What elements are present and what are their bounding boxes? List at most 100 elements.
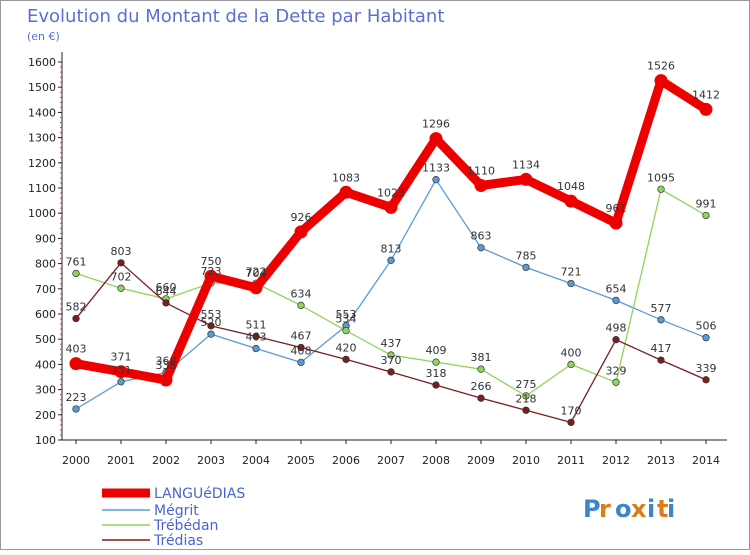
data-label: 553: [336, 308, 357, 321]
data-label: 420: [336, 341, 357, 354]
data-point: [432, 358, 440, 366]
data-label: 170: [561, 404, 582, 417]
data-label: 553: [201, 308, 222, 321]
data-label: 721: [561, 266, 582, 279]
data-label: 331: [111, 364, 132, 377]
data-label: 1412: [692, 88, 720, 101]
data-point: [702, 334, 710, 342]
series-trédias: [72, 259, 710, 427]
legend-label: Mégrit: [154, 503, 199, 519]
data-label: 1023: [377, 186, 405, 199]
data-label: 275: [516, 378, 537, 391]
data-point: [69, 357, 83, 371]
data-point: [72, 269, 80, 278]
data-point: [702, 211, 710, 220]
data-label: 266: [471, 380, 492, 393]
x-tick-label: 2012: [602, 454, 630, 467]
y-tick-label: 1500: [28, 81, 56, 94]
data-label: 511: [246, 318, 267, 331]
data-label: 723: [201, 265, 222, 278]
data-label: 1048: [557, 180, 585, 193]
x-tick-label: 2010: [512, 454, 540, 467]
y-tick-label: 200: [35, 409, 56, 422]
data-label: 339: [696, 362, 717, 375]
y-tick-label: 1000: [28, 207, 56, 220]
x-tick-label: 2014: [692, 454, 720, 467]
data-point: [117, 259, 125, 267]
data-label: 467: [291, 330, 312, 343]
data-point: [117, 284, 125, 292]
data-label: 223: [66, 391, 87, 404]
data-label: 329: [606, 364, 627, 377]
y-tick-label: 1100: [28, 182, 56, 195]
data-point: [657, 185, 665, 193]
logo-letter: x: [631, 495, 647, 523]
y-tick-label: 500: [35, 333, 56, 346]
data-label: 381: [471, 351, 492, 364]
logo-letter: i: [667, 495, 675, 523]
y-tick-label: 1600: [28, 56, 56, 69]
y-tick-label: 300: [35, 384, 56, 397]
data-label: 961: [606, 202, 627, 215]
data-label: 370: [381, 354, 402, 367]
data-point: [612, 336, 620, 344]
data-point: [159, 373, 173, 387]
y-tick-label: 1200: [28, 157, 56, 170]
data-label: 403: [66, 343, 87, 356]
data-labels: 403 371 338 750 704 926 1083 1023 1296 1110 1134 10…: [66, 60, 721, 418]
data-point: [297, 343, 305, 352]
logo-letter: r: [599, 495, 611, 523]
data-label: 634: [291, 287, 312, 300]
data-label: 534: [336, 313, 357, 326]
logo-letter: P: [583, 495, 601, 523]
logo-letter: t: [657, 495, 668, 523]
data-point: [207, 330, 215, 338]
x-tick-label: 2007: [377, 454, 405, 467]
chart-subtitle: (en €): [27, 30, 60, 43]
data-point: [297, 358, 305, 367]
x-tick-label: 2001: [107, 454, 135, 467]
data-point: [477, 244, 485, 252]
axes: 100 200 300 400 500 600 700 800 900 1000 1100 1200 1…: [28, 52, 727, 467]
data-point: [387, 351, 395, 359]
data-label: 654: [606, 282, 627, 295]
data-point: [204, 269, 218, 283]
series-layer: [69, 74, 713, 427]
x-tick-label: 2006: [332, 454, 360, 467]
data-label: 926: [291, 211, 312, 224]
data-point: [339, 185, 353, 199]
x-tick-label: 2004: [242, 454, 270, 467]
data-point: [567, 418, 575, 427]
data-point: [72, 314, 80, 323]
data-point: [564, 194, 578, 208]
data-label: 506: [696, 320, 717, 333]
data-point: [567, 279, 575, 288]
data-label: 761: [66, 255, 87, 268]
data-point: [72, 405, 80, 413]
data-label: 1134: [512, 158, 540, 171]
data-point: [117, 378, 125, 386]
data-label: 644: [156, 285, 177, 298]
data-point: [387, 256, 395, 264]
x-tick-label: 2003: [197, 454, 225, 467]
data-point: [654, 74, 668, 88]
data-label: 750: [201, 255, 222, 268]
y-tick-label: 1400: [28, 106, 56, 119]
logo-letter: i: [647, 495, 655, 523]
data-point: [342, 355, 350, 364]
data-label: 722: [246, 265, 267, 278]
data-label: 463: [246, 331, 267, 344]
data-label: 400: [561, 346, 582, 359]
x-tick-label: 2000: [62, 454, 90, 467]
data-point: [432, 381, 440, 389]
data-label: 1095: [647, 171, 675, 184]
data-point: [297, 301, 305, 310]
data-label: 1526: [647, 60, 675, 73]
y-tick-label: 600: [35, 308, 56, 321]
data-label: 582: [66, 301, 87, 314]
data-label: 704: [246, 267, 267, 280]
y-tick-label: 800: [35, 258, 56, 271]
